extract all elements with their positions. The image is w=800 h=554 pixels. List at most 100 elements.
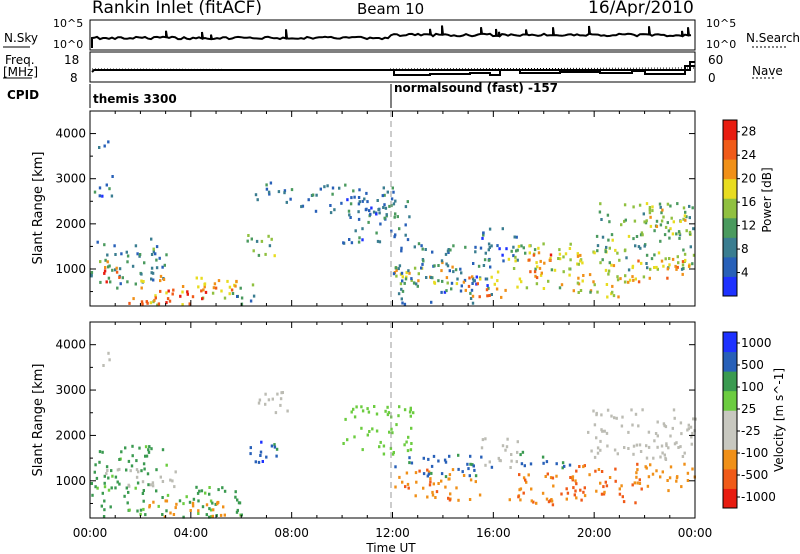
- velocity-cell: [634, 501, 637, 505]
- velocity-cell: [191, 501, 195, 505]
- power-colorbar-tick-label: 12: [741, 219, 756, 233]
- velocity-cell: [686, 428, 689, 432]
- power-cell: [181, 285, 185, 288]
- power-cell: [346, 198, 349, 202]
- power-cell: [562, 270, 565, 274]
- power-cell: [251, 283, 255, 287]
- velocity-cell: [505, 445, 509, 449]
- power-cell: [398, 264, 402, 268]
- power-cell: [444, 252, 448, 256]
- power-cell: [669, 227, 672, 231]
- velocity-cell: [240, 513, 243, 517]
- power-scatter-cells: [90, 140, 696, 307]
- power-colorbar-tick-label: 24: [741, 148, 756, 162]
- freq-frame: [89, 51, 696, 83]
- power-cell: [445, 289, 448, 293]
- velocity-cell: [197, 509, 200, 513]
- nave-tick-top: 60: [708, 53, 723, 67]
- velocity-cell: [166, 493, 170, 497]
- power-cell: [490, 293, 493, 296]
- velocity-cell: [94, 485, 97, 489]
- power-cell: [347, 209, 351, 213]
- velocity-cell: [499, 459, 502, 463]
- power-cell: [101, 194, 104, 198]
- velocity-cell: [120, 450, 123, 454]
- velocity-cell: [216, 502, 219, 506]
- power-cell: [605, 245, 608, 249]
- power-cell: [165, 253, 168, 257]
- power-cell: [513, 235, 516, 239]
- velocity-cell: [196, 491, 200, 495]
- velocity-cell: [524, 478, 527, 482]
- power-cell: [314, 209, 318, 213]
- power-cell: [348, 213, 351, 217]
- power-cell: [352, 189, 355, 193]
- velocity-cell: [561, 461, 565, 465]
- velocity-cell: [614, 467, 617, 471]
- velocity-cell: [596, 451, 600, 455]
- velocity-cell: [600, 428, 603, 432]
- power-cell: [537, 246, 540, 250]
- velocity-cell: [639, 450, 643, 453]
- power-cell: [606, 295, 609, 299]
- velocity-cell: [451, 468, 455, 472]
- velocity-cell: [551, 476, 555, 480]
- velocity-cell: [135, 468, 139, 472]
- velocity-cell: [575, 469, 578, 473]
- power-cell: [553, 268, 557, 272]
- power-cell: [256, 198, 259, 202]
- power-cell: [486, 284, 489, 288]
- power-cell: [659, 239, 662, 243]
- velocity-cell: [633, 481, 636, 485]
- power-cell: [605, 283, 609, 286]
- velocity-cell: [105, 465, 109, 469]
- power-cell: [487, 258, 491, 262]
- power-cell: [623, 219, 626, 223]
- freq-tick-top: 18: [64, 53, 79, 67]
- power-cell: [126, 280, 129, 284]
- power-cell: [500, 295, 503, 299]
- velocity-cell: [173, 485, 176, 489]
- power-cell: [155, 245, 159, 249]
- power-cell: [290, 188, 294, 192]
- freq-tick-bottom: 8: [70, 71, 78, 85]
- velocity-cell: [394, 465, 397, 469]
- power-cell: [398, 227, 401, 231]
- velocity-cell: [391, 452, 395, 456]
- power-cell: [641, 233, 644, 237]
- velocity-cell: [116, 480, 119, 484]
- velocity-cell: [409, 406, 412, 410]
- power-cell: [582, 274, 585, 277]
- velocity-colorbar-swatch: [723, 429, 737, 450]
- power-cell: [550, 268, 554, 272]
- power-cell: [200, 276, 203, 280]
- velocity-cell: [128, 508, 131, 512]
- velocity-cell: [174, 470, 177, 474]
- velocity-cell: [602, 485, 605, 489]
- power-cell: [645, 202, 649, 206]
- power-cell: [382, 186, 385, 190]
- power-cell: [485, 288, 489, 292]
- velocity-cell: [635, 471, 638, 475]
- power-cell: [283, 191, 286, 195]
- velocity-cell: [107, 488, 111, 492]
- velocity-cell: [622, 500, 626, 504]
- power-cell: [660, 219, 664, 223]
- velocity-cell: [147, 483, 150, 487]
- velocity-cell: [427, 457, 430, 461]
- velocity-colorbar-tick-label: 500: [741, 358, 764, 372]
- velocity-cell: [265, 455, 268, 459]
- velocity-cell: [449, 492, 452, 496]
- velocity-cell: [474, 480, 477, 484]
- velocity-cell: [501, 444, 505, 448]
- velocity-cell: [600, 492, 604, 496]
- velocity-cell: [106, 469, 109, 472]
- power-cell: [365, 191, 368, 195]
- y-tick-label: 1000: [55, 262, 86, 276]
- x-tick-label: 00:00: [73, 526, 108, 540]
- velocity-cell: [208, 486, 211, 489]
- velocity-cell: [259, 454, 262, 457]
- velocity-cell: [681, 455, 685, 458]
- velocity-cell: [661, 451, 664, 455]
- power-cell: [357, 202, 361, 206]
